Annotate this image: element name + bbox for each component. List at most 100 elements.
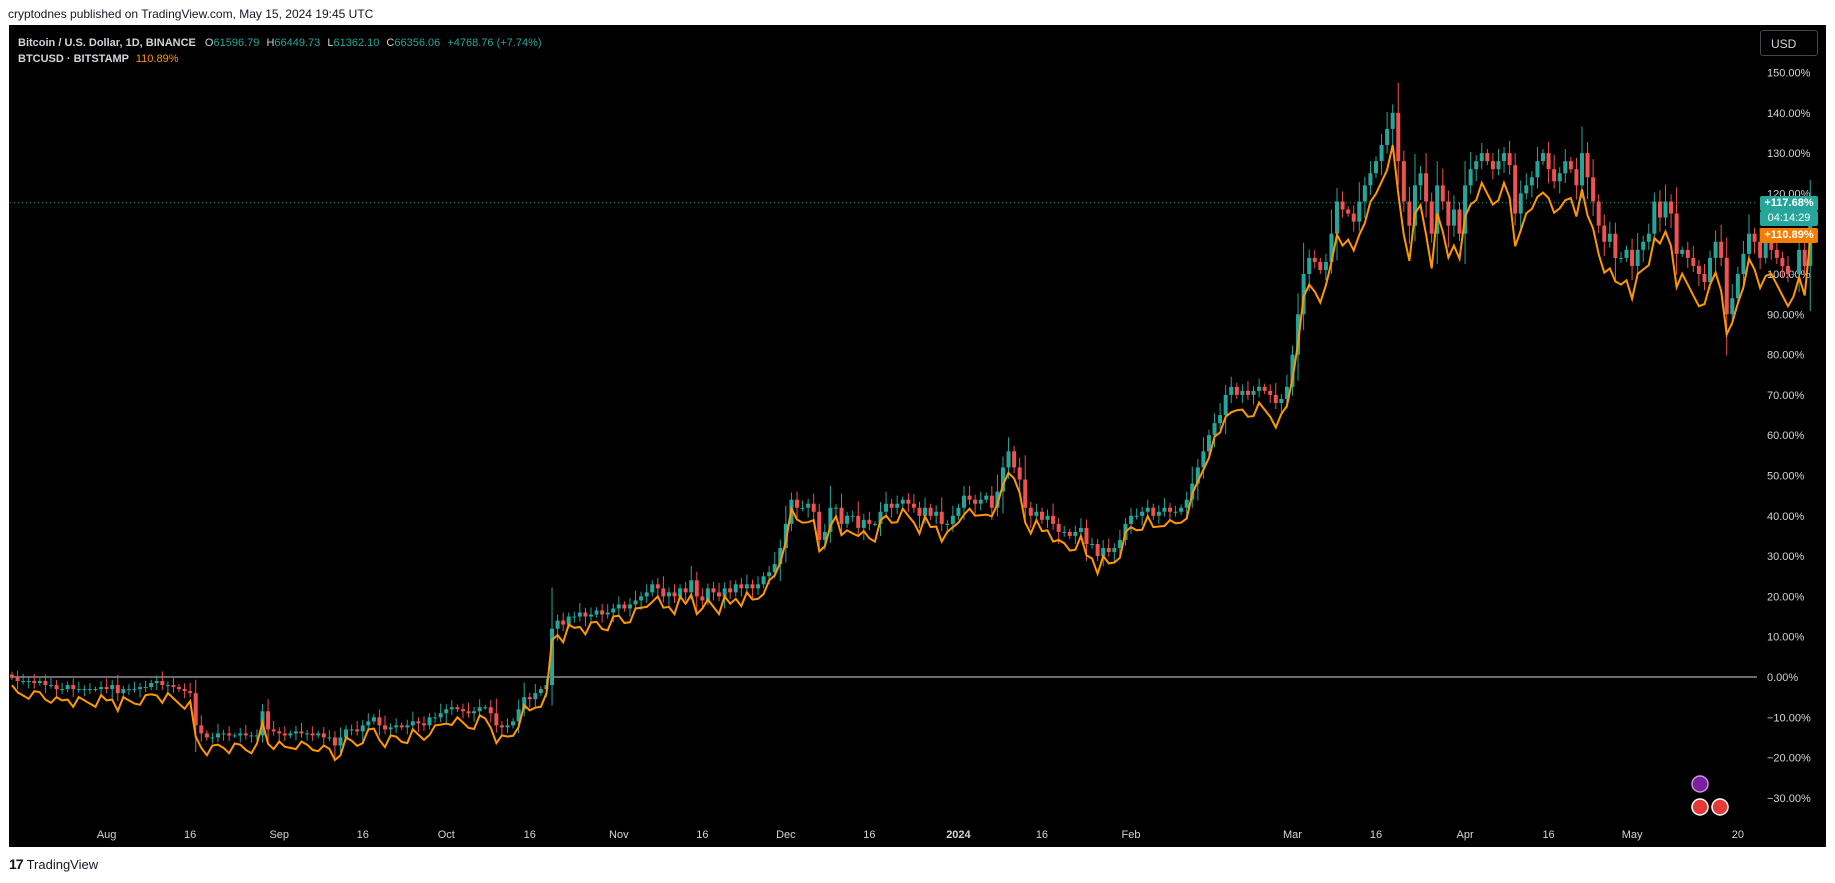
candle-body (1396, 112, 1401, 162)
candle-body (332, 737, 337, 746)
y-tick-label: −30.00% (1767, 793, 1811, 805)
candle-body (1206, 435, 1211, 452)
compare-series-line (11, 144, 1812, 762)
candle-body (1669, 201, 1674, 214)
candle-body (683, 588, 688, 593)
x-tick-label: Mar (1283, 829, 1302, 841)
candle-body (878, 511, 883, 524)
candle-body (1401, 161, 1406, 202)
candle-body (1284, 386, 1289, 399)
candle-body (388, 727, 393, 730)
candle-body (1429, 201, 1434, 234)
candle-body (1368, 173, 1373, 186)
candle-body (1145, 507, 1150, 512)
candle-body (360, 725, 365, 732)
candle-body (1056, 523, 1061, 532)
candle-body (305, 733, 310, 735)
candle-body (633, 600, 638, 605)
candle-body (1747, 233, 1751, 254)
candle-body (1641, 241, 1646, 250)
candle-body (1435, 185, 1440, 234)
candle-body (188, 691, 193, 694)
candle-body (1201, 451, 1206, 468)
candle-body (366, 721, 371, 726)
candle-body (249, 735, 254, 737)
candle-body (110, 685, 115, 690)
candle-body (728, 588, 733, 593)
candle-body (761, 576, 766, 585)
candle-body (149, 683, 154, 688)
lightning-icon (1691, 775, 1709, 793)
candle-body (577, 612, 582, 617)
candle-body (1151, 507, 1156, 516)
tradingview-logo-icon[interactable]: 17 (9, 856, 24, 872)
candle-body (26, 681, 31, 683)
candle-body (1279, 398, 1284, 403)
candle-body (1602, 225, 1607, 242)
candle-body (1223, 394, 1228, 416)
candle-body (1724, 257, 1729, 315)
compare-symbol[interactable]: BTCUSD · BITSTAMP (18, 53, 129, 65)
candle-body (1446, 201, 1451, 226)
candle-body (410, 721, 415, 726)
legend-main-row: Bitcoin / U.S. Dollar, 1D, BINANCE O6159… (18, 35, 542, 51)
candle-body (744, 584, 749, 589)
candle-body (1468, 169, 1473, 186)
high-label: H (266, 37, 275, 49)
candle-body (1457, 209, 1462, 234)
candle-body (1006, 451, 1011, 468)
candle-body (1524, 185, 1529, 194)
candle-body (1229, 386, 1234, 395)
candle-body (1591, 177, 1596, 202)
candle-body (1273, 394, 1278, 403)
candle-body (605, 612, 610, 615)
candle-body (527, 697, 532, 700)
candle-body (1463, 185, 1468, 234)
candle-body (1140, 511, 1145, 516)
currency-button[interactable]: USD (1760, 30, 1818, 56)
candle-body (1218, 415, 1223, 424)
candle-body (43, 681, 48, 686)
candle-body (444, 709, 449, 714)
symbol-title[interactable]: Bitcoin / U.S. Dollar, 1D, BINANCE (18, 37, 196, 49)
candle-body (1173, 511, 1178, 513)
y-tick-label: 30.00% (1767, 551, 1805, 563)
x-tick-label: 2024 (946, 829, 971, 841)
candle-body (416, 721, 421, 724)
candle-body (505, 725, 510, 728)
candle-body (1474, 161, 1479, 170)
candle-body (1613, 233, 1618, 258)
candle-body (405, 725, 410, 728)
candle-body (99, 687, 104, 690)
us-flag-icon (1691, 798, 1709, 816)
x-tick-label: 16 (863, 829, 875, 841)
candle-body (811, 503, 816, 512)
candle-body (1346, 209, 1351, 214)
candle-body (828, 507, 833, 532)
change-value: +4768.76 (+7.74%) (447, 37, 542, 49)
candle-body (1257, 386, 1262, 391)
candle-body (1535, 161, 1540, 178)
candle-body (600, 610, 605, 615)
candle-body (126, 689, 131, 691)
x-tick-label: 16 (696, 829, 708, 841)
candle-body (1234, 386, 1239, 395)
candle-body (160, 681, 165, 686)
candle-body (1758, 241, 1763, 258)
y-tick-label: 150.00% (1767, 68, 1811, 80)
candle-body (594, 610, 599, 615)
chart-area[interactable] (9, 25, 1826, 847)
candle-body (488, 707, 493, 714)
candle-body (1702, 274, 1707, 283)
candle-body (1713, 241, 1718, 258)
candle-body (1268, 390, 1273, 395)
candle-body (1051, 515, 1056, 524)
candle-body (371, 717, 376, 722)
candle-body (911, 503, 916, 508)
candle-body (978, 499, 983, 504)
candle-body (15, 677, 20, 682)
footer-brand[interactable]: TradingView (26, 856, 99, 872)
candle-body (104, 687, 109, 690)
candle-body (1301, 274, 1306, 315)
